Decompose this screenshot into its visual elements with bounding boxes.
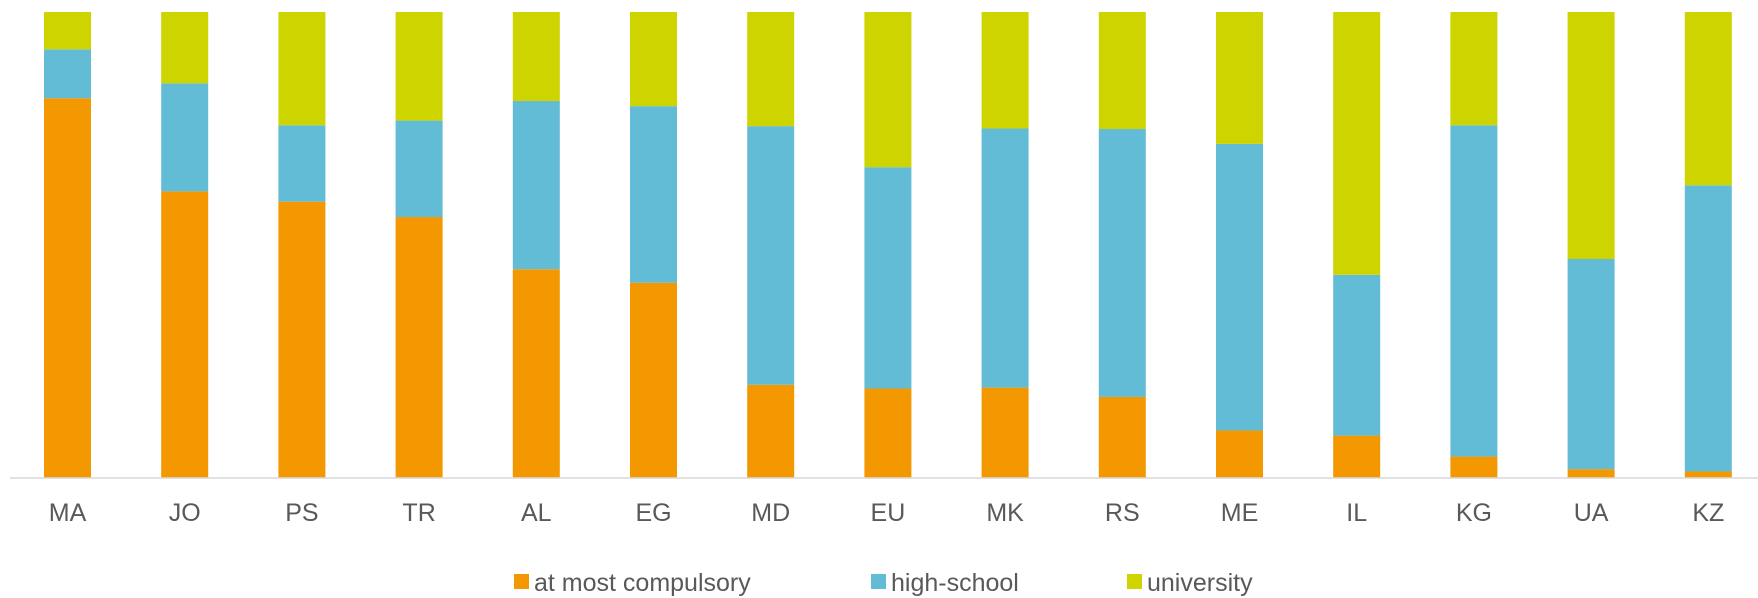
x-tick-label-jo: JO — [169, 499, 201, 527]
bar-eu-university — [864, 12, 912, 168]
bar-il-at-most-compulsory — [1333, 435, 1381, 478]
legend-swatch-high-school — [871, 574, 886, 589]
bar-al-university — [512, 12, 560, 102]
legend-item-high-school: high-school — [871, 569, 1019, 597]
legend-swatch-at-most-compulsory — [514, 574, 529, 589]
bar-eg-at-most-compulsory — [630, 282, 677, 478]
bar-jo-high-school — [161, 83, 209, 192]
bar-jo-university — [161, 12, 209, 84]
bar-kg-university — [1450, 12, 1498, 126]
legend-label-university: university — [1147, 569, 1253, 597]
bar-ua-at-most-compulsory — [1567, 469, 1615, 478]
bar-kg-at-most-compulsory — [1450, 456, 1498, 478]
bar-kz-university — [1684, 12, 1732, 186]
legend: at most compulsory high-school universit… — [514, 569, 1253, 597]
x-tick-label-eg: EG — [635, 499, 671, 527]
x-tick-label-mk: MK — [986, 499, 1024, 527]
bar-ps-high-school — [278, 125, 326, 202]
bar-eu-at-most-compulsory — [864, 388, 912, 478]
x-tick-label-al: AL — [521, 499, 552, 527]
bar-rs-university — [1098, 12, 1146, 129]
x-tick-label-tr: TR — [402, 499, 435, 527]
x-tick-label-md: MD — [751, 499, 790, 527]
bar-mk-at-most-compulsory — [981, 387, 1029, 478]
bar-kz-high-school — [1684, 185, 1732, 472]
legend-label-high-school: high-school — [891, 569, 1019, 597]
bar-il-high-school — [1333, 274, 1381, 436]
bar-ma-university — [44, 12, 91, 50]
x-tick-label-ps: PS — [285, 499, 318, 527]
bar-me-university — [1216, 12, 1263, 144]
x-tick-label-ma: MA — [49, 499, 87, 527]
legend-swatch-university — [1127, 574, 1142, 589]
bar-md-university — [747, 12, 795, 127]
x-tick-label-ua: UA — [1574, 499, 1609, 527]
bar-md-high-school — [747, 126, 795, 385]
x-tick-label-kg: KG — [1456, 499, 1492, 527]
bar-me-high-school — [1216, 143, 1263, 431]
bar-mk-high-school — [981, 128, 1029, 388]
bar-eu-high-school — [864, 167, 912, 389]
bar-jo-at-most-compulsory — [161, 191, 209, 478]
x-tick-label-eu: EU — [871, 499, 906, 527]
bar-md-at-most-compulsory — [747, 384, 795, 478]
legend-label-at-most-compulsory: at most compulsory — [534, 569, 751, 597]
bar-il-university — [1333, 12, 1381, 275]
bar-tr-university — [395, 12, 443, 121]
x-tick-labels: MA JO PS TR AL EG MD EU MK RS ME IL KG UA KZ — [49, 499, 1725, 527]
bar-rs-high-school — [1098, 128, 1146, 397]
bar-ps-university — [278, 12, 326, 126]
x-tick-label-il: IL — [1346, 499, 1367, 527]
bar-rs-at-most-compulsory — [1098, 396, 1146, 478]
bar-tr-at-most-compulsory — [395, 217, 443, 479]
bar-kz-at-most-compulsory — [1684, 471, 1732, 478]
legend-item-at-most-compulsory: at most compulsory — [514, 569, 751, 597]
bars-group — [44, 12, 1732, 479]
x-tick-label-me: ME — [1221, 499, 1259, 527]
x-tick-label-kz: KZ — [1692, 499, 1724, 527]
bar-tr-high-school — [395, 120, 443, 218]
bar-ma-at-most-compulsory — [44, 98, 91, 479]
bar-eg-high-school — [630, 106, 677, 283]
legend-item-university: university — [1127, 569, 1253, 597]
bar-ps-at-most-compulsory — [278, 201, 326, 478]
bar-ma-high-school — [44, 49, 91, 99]
bar-kg-high-school — [1450, 125, 1498, 457]
bar-ua-high-school — [1567, 258, 1615, 470]
bar-al-high-school — [512, 101, 560, 270]
x-tick-label-rs: RS — [1105, 499, 1140, 527]
bar-ua-university — [1567, 12, 1615, 259]
bar-mk-university — [981, 12, 1029, 129]
bar-al-at-most-compulsory — [512, 269, 560, 478]
bar-me-at-most-compulsory — [1216, 430, 1263, 478]
bar-eg-university — [630, 12, 677, 107]
